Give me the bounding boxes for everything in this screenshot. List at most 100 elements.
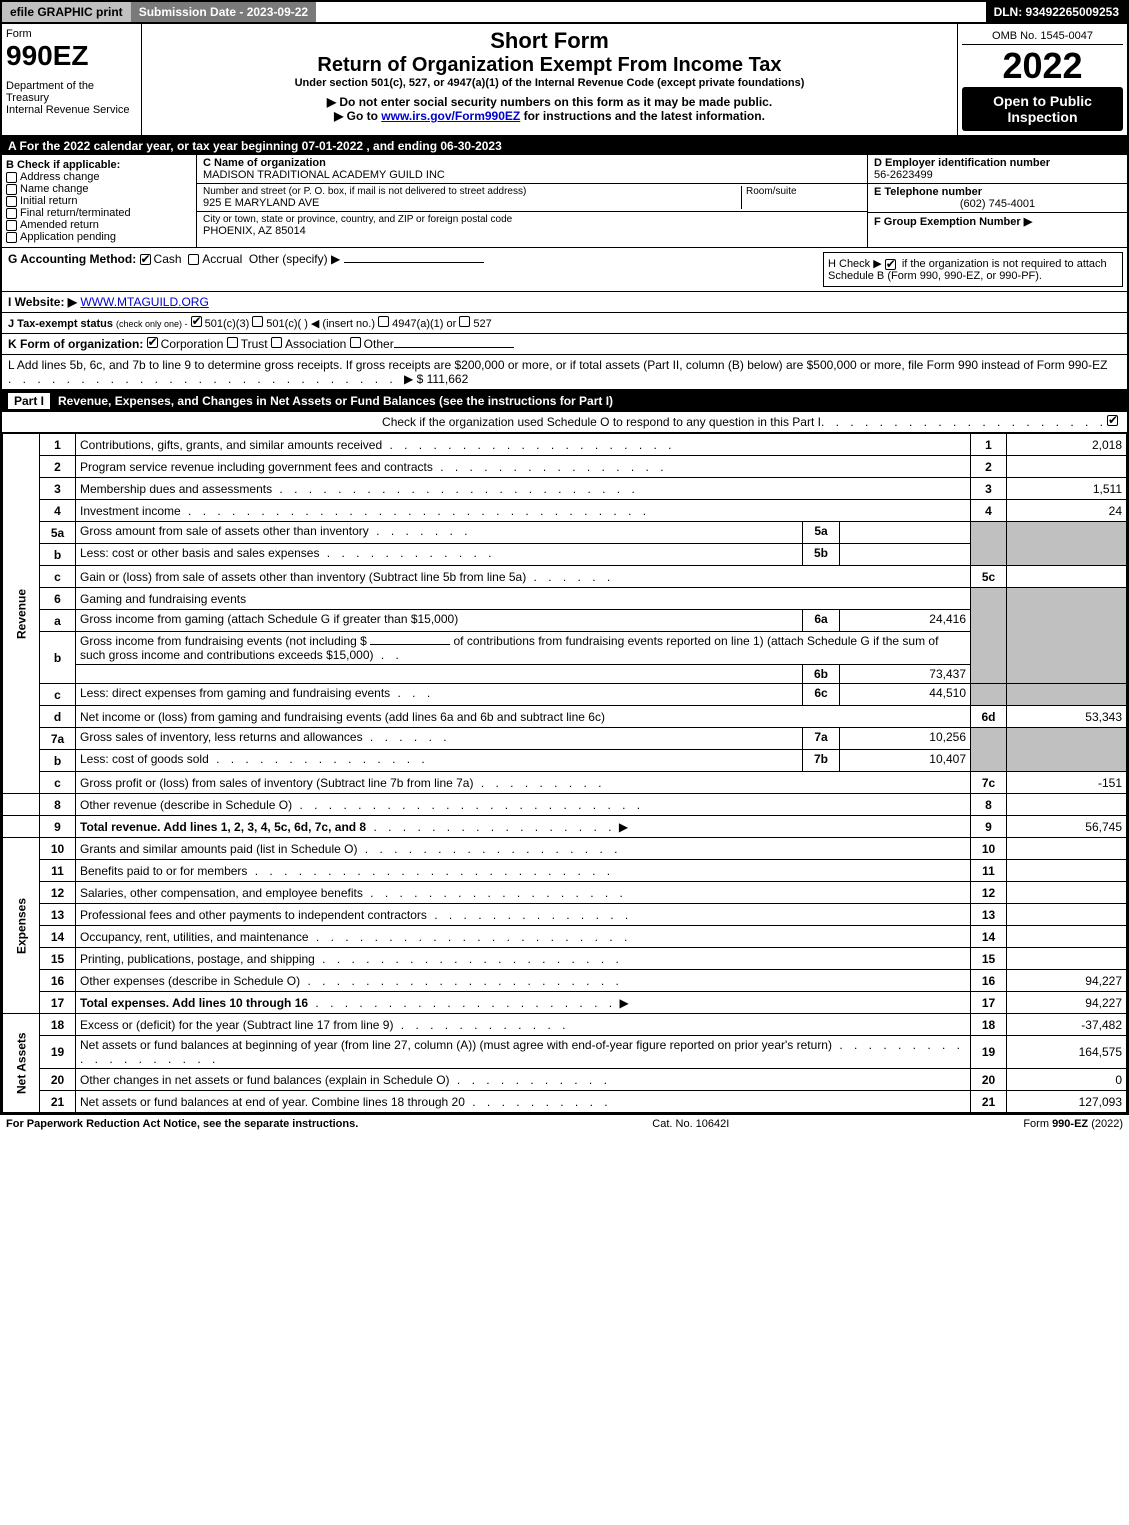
- line-6c-val: 44,510: [840, 684, 970, 705]
- line-16-val: 94,227: [1007, 970, 1127, 992]
- line-1-desc: Contributions, gifts, grants, and simila…: [76, 434, 971, 456]
- line-6a-val: 24,416: [840, 610, 970, 631]
- line-2-val: [1007, 456, 1127, 478]
- check-name-change[interactable]: Name change: [6, 183, 192, 195]
- section-c: C Name of organization MADISON TRADITION…: [197, 155, 867, 247]
- open-public-badge: Open to Public Inspection: [962, 87, 1123, 131]
- line-6a-desc: Gross income from gaming (attach Schedul…: [76, 610, 971, 632]
- check-4947[interactable]: [378, 316, 389, 327]
- line-17-val: 94,227: [1007, 992, 1127, 1014]
- line-3-desc: Membership dues and assessments . . . . …: [76, 478, 971, 500]
- section-b: B Check if applicable: Address change Na…: [2, 155, 197, 247]
- line-16-desc: Other expenses (describe in Schedule O) …: [76, 970, 971, 992]
- check-address-change[interactable]: Address change: [6, 171, 192, 183]
- b-label: B Check if applicable:: [6, 159, 192, 171]
- line-18-desc: Excess or (deficit) for the year (Subtra…: [76, 1014, 971, 1036]
- line-8-desc: Other revenue (describe in Schedule O) .…: [76, 794, 971, 816]
- line-6-desc: Gaming and fundraising events: [76, 588, 971, 610]
- efile-label[interactable]: efile GRAPHIC print: [2, 2, 131, 22]
- line-5a-desc: Gross amount from sale of assets other t…: [76, 522, 971, 544]
- line-11-desc: Benefits paid to or for members . . . . …: [76, 860, 971, 882]
- line-7a-desc: Gross sales of inventory, less returns a…: [76, 728, 971, 750]
- check-501c[interactable]: [252, 316, 263, 327]
- check-trust[interactable]: [227, 337, 238, 348]
- line-5c-desc: Gain or (loss) from sale of assets other…: [76, 566, 971, 588]
- d-label: D Employer identification number: [874, 157, 1121, 169]
- line-l: L Add lines 5b, 6c, and 7b to line 9 to …: [2, 355, 1127, 390]
- line-5b-desc: Less: cost or other basis and sales expe…: [76, 544, 971, 566]
- check-schedule-o[interactable]: [1107, 415, 1118, 426]
- line-i: I Website: ▶ WWW.MTAGUILD.ORG: [2, 292, 1127, 313]
- line-7c-val: -151: [1007, 772, 1127, 794]
- check-527[interactable]: [459, 316, 470, 327]
- check-application-pending[interactable]: Application pending: [6, 231, 192, 243]
- dln: DLN: 93492265009253: [986, 2, 1127, 22]
- netassets-side-label: Net Assets: [3, 1014, 40, 1113]
- line-17-desc: Total expenses. Add lines 10 through 16 …: [76, 992, 971, 1014]
- telephone: (602) 745-4001: [874, 198, 1121, 210]
- line-j: J Tax-exempt status (check only one) - 5…: [2, 313, 1127, 334]
- check-schedule-b[interactable]: [885, 259, 896, 270]
- line-21-val: 127,093: [1007, 1091, 1127, 1113]
- gross-receipts: 111,662: [427, 372, 469, 386]
- line-6b-val: 73,437: [840, 665, 970, 683]
- irs-link[interactable]: www.irs.gov/Form990EZ: [381, 109, 520, 123]
- check-initial-return[interactable]: Initial return: [6, 195, 192, 207]
- check-accrual[interactable]: [188, 254, 199, 265]
- website-link[interactable]: WWW.MTAGUILD.ORG: [80, 295, 208, 309]
- street-label: Number and street (or P. O. box, if mail…: [203, 186, 741, 197]
- line-k: K Form of organization: Corporation Trus…: [2, 334, 1127, 355]
- form-header: Form 990EZ Department of the Treasury In…: [0, 24, 1129, 137]
- expenses-side-label: Expenses: [3, 838, 40, 1014]
- line-a: A For the 2022 calendar year, or tax yea…: [2, 137, 1127, 155]
- footer-left: For Paperwork Reduction Act Notice, see …: [6, 1118, 358, 1130]
- under-section: Under section 501(c), 527, or 4947(a)(1)…: [146, 77, 953, 89]
- footer-right: Form 990-EZ (2022): [1023, 1118, 1123, 1130]
- street-address: 925 E MARYLAND AVE: [203, 197, 741, 209]
- check-amended-return[interactable]: Amended return: [6, 219, 192, 231]
- goto-instructions: ▶ Go to www.irs.gov/Form990EZ for instru…: [146, 109, 953, 123]
- check-cash[interactable]: [140, 254, 151, 265]
- top-bar: efile GRAPHIC print Submission Date - 20…: [0, 0, 1129, 24]
- short-form-title: Short Form: [146, 28, 953, 54]
- line-14-desc: Occupancy, rent, utilities, and maintena…: [76, 926, 971, 948]
- part-i-header: Part I Revenue, Expenses, and Changes in…: [2, 390, 1127, 412]
- org-name: MADISON TRADITIONAL ACADEMY GUILD INC: [203, 169, 861, 181]
- return-title: Return of Organization Exempt From Incom…: [146, 54, 953, 77]
- line-19-desc: Net assets or fund balances at beginning…: [76, 1036, 971, 1069]
- line-7b-desc: Less: cost of goods sold . . . . . . . .…: [76, 750, 971, 772]
- line-6d-val: 53,343: [1007, 706, 1127, 728]
- submission-date: Submission Date - 2023-09-22: [131, 2, 316, 22]
- line-9-desc: Total revenue. Add lines 1, 2, 3, 4, 5c,…: [76, 816, 971, 838]
- footer-catno: Cat. No. 10642I: [652, 1118, 729, 1130]
- room-suite-label: Room/suite: [741, 186, 861, 209]
- line-20-desc: Other changes in net assets or fund bala…: [76, 1069, 971, 1091]
- line-3-val: 1,511: [1007, 478, 1127, 500]
- section-def: D Employer identification number 56-2623…: [867, 155, 1127, 247]
- line-10-desc: Grants and similar amounts paid (list in…: [76, 838, 971, 860]
- line-18-val: -37,482: [1007, 1014, 1127, 1036]
- line-4-val: 24: [1007, 500, 1127, 522]
- check-association[interactable]: [271, 337, 282, 348]
- line-21-desc: Net assets or fund balances at end of ye…: [76, 1091, 971, 1113]
- omb-number: OMB No. 1545-0047: [962, 28, 1123, 45]
- line-4-desc: Investment income . . . . . . . . . . . …: [76, 500, 971, 522]
- line-g: G Accounting Method: Cash Accrual Other …: [2, 248, 819, 291]
- line-7c-desc: Gross profit or (loss) from sales of inv…: [76, 772, 971, 794]
- line-13-desc: Professional fees and other payments to …: [76, 904, 971, 926]
- line-12-desc: Salaries, other compensation, and employ…: [76, 882, 971, 904]
- line-6b-desc: Gross income from fundraising events (no…: [76, 632, 971, 684]
- line-7b-val: 10,407: [840, 750, 970, 771]
- check-corporation[interactable]: [147, 337, 158, 348]
- line-6d-desc: Net income or (loss) from gaming and fun…: [76, 706, 971, 728]
- form-number: 990EZ: [6, 40, 137, 72]
- check-other-org[interactable]: [350, 337, 361, 348]
- revenue-side-label: Revenue: [3, 434, 40, 794]
- check-501c3[interactable]: [191, 316, 202, 327]
- check-final-return[interactable]: Final return/terminated: [6, 207, 192, 219]
- line-1-val: 2,018: [1007, 434, 1127, 456]
- part-i-check: Check if the organization used Schedule …: [2, 412, 1127, 433]
- tax-year: 2022: [962, 45, 1123, 87]
- f-label: F Group Exemption Number ▶: [874, 215, 1121, 228]
- c-name-label: C Name of organization: [203, 157, 861, 169]
